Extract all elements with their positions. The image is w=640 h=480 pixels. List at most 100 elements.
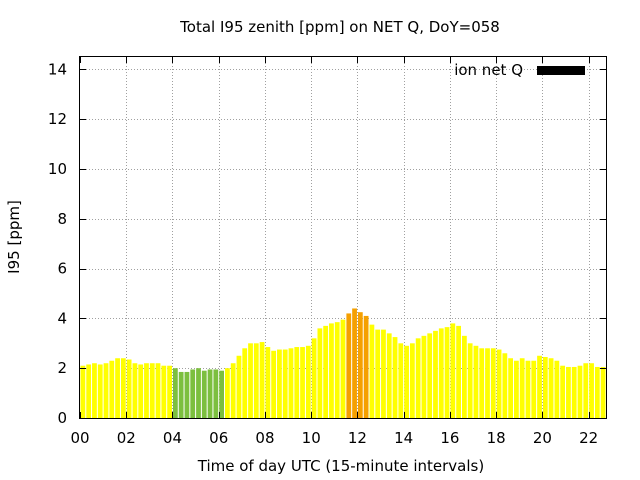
y-tick-label: 4 (57, 309, 67, 327)
bar (253, 343, 259, 418)
bar (438, 328, 444, 418)
x-tick-label: 06 (209, 429, 228, 447)
plot-frame (79, 56, 607, 419)
bar (155, 363, 161, 418)
bar (357, 312, 363, 418)
bar (415, 338, 421, 418)
legend: ion net Q (454, 61, 585, 79)
bar (583, 363, 589, 418)
bar (571, 366, 577, 418)
bar (97, 364, 103, 418)
bar (317, 328, 323, 418)
bar (381, 329, 386, 418)
bar (109, 360, 115, 418)
bar (126, 359, 132, 418)
bar (427, 333, 433, 418)
x-tick-label: 18 (487, 429, 506, 447)
bar (531, 360, 537, 418)
bar (259, 342, 265, 418)
x-tick-label: 10 (302, 429, 321, 447)
bar (329, 323, 334, 418)
bar (138, 364, 144, 418)
y-tick-label: 2 (57, 359, 67, 377)
bar (311, 338, 317, 418)
bar (178, 371, 184, 418)
bar (294, 347, 300, 418)
bar (207, 369, 213, 418)
bar (236, 355, 242, 418)
bar (149, 363, 155, 418)
bar (288, 348, 294, 418)
x-tick-label: 04 (163, 429, 182, 447)
bar (271, 350, 277, 418)
y-tick-label: 0 (57, 409, 67, 427)
bars (80, 308, 606, 418)
x-tick-label: 16 (440, 429, 459, 447)
bar (490, 348, 496, 418)
x-tick-label: 00 (70, 429, 89, 447)
bar (398, 343, 404, 418)
bar (461, 335, 467, 418)
y-tick-label: 10 (48, 160, 67, 178)
bar (548, 358, 554, 418)
bar (514, 360, 519, 418)
bar (242, 348, 248, 418)
bar (277, 349, 282, 418)
legend-swatch (537, 66, 585, 75)
bar (404, 345, 409, 418)
bar (103, 363, 109, 418)
bar (542, 357, 548, 418)
bar (519, 358, 525, 418)
bar (386, 333, 392, 418)
bar (230, 363, 236, 418)
bar (282, 349, 288, 418)
bar (167, 365, 172, 418)
bar (213, 369, 219, 418)
x-tick-label: 14 (394, 429, 413, 447)
bar (219, 370, 225, 418)
bar (161, 365, 167, 418)
bar (323, 325, 329, 418)
bar (144, 363, 149, 418)
bar (502, 353, 508, 418)
x-tick-label: 08 (255, 429, 274, 447)
y-tick-label: 14 (48, 60, 67, 78)
bar (450, 323, 456, 418)
bar (225, 368, 230, 418)
y-tick-label: 12 (48, 110, 67, 128)
x-tick-label: 12 (348, 429, 367, 447)
bar (363, 315, 369, 418)
bar (485, 348, 490, 418)
x-tick-label: 02 (117, 429, 136, 447)
bar (589, 363, 594, 418)
bar (566, 366, 571, 418)
bar (577, 365, 583, 418)
bar (444, 327, 450, 418)
bar (456, 325, 461, 418)
bar (496, 349, 502, 418)
bar (473, 345, 479, 418)
bar (92, 363, 97, 418)
bar (525, 360, 531, 418)
chart-title: Total I95 zenith [ppm] on NET Q, DoY=058 (179, 18, 500, 36)
bar (409, 343, 415, 418)
bar (392, 337, 398, 418)
bar (196, 368, 201, 418)
bar (554, 360, 560, 418)
bar (190, 369, 196, 418)
x-axis-label: Time of day UTC (15-minute intervals) (197, 457, 484, 475)
legend-label: ion net Q (454, 61, 523, 79)
bar (86, 364, 92, 418)
bar (300, 347, 305, 418)
y-tick-label: 8 (57, 210, 67, 228)
bar (537, 355, 542, 418)
bar (369, 324, 375, 418)
bar (184, 371, 190, 418)
bar (375, 329, 381, 418)
y-tick-label: 6 (57, 260, 67, 278)
bar (433, 330, 438, 418)
bar (560, 365, 566, 418)
bar (172, 368, 178, 418)
